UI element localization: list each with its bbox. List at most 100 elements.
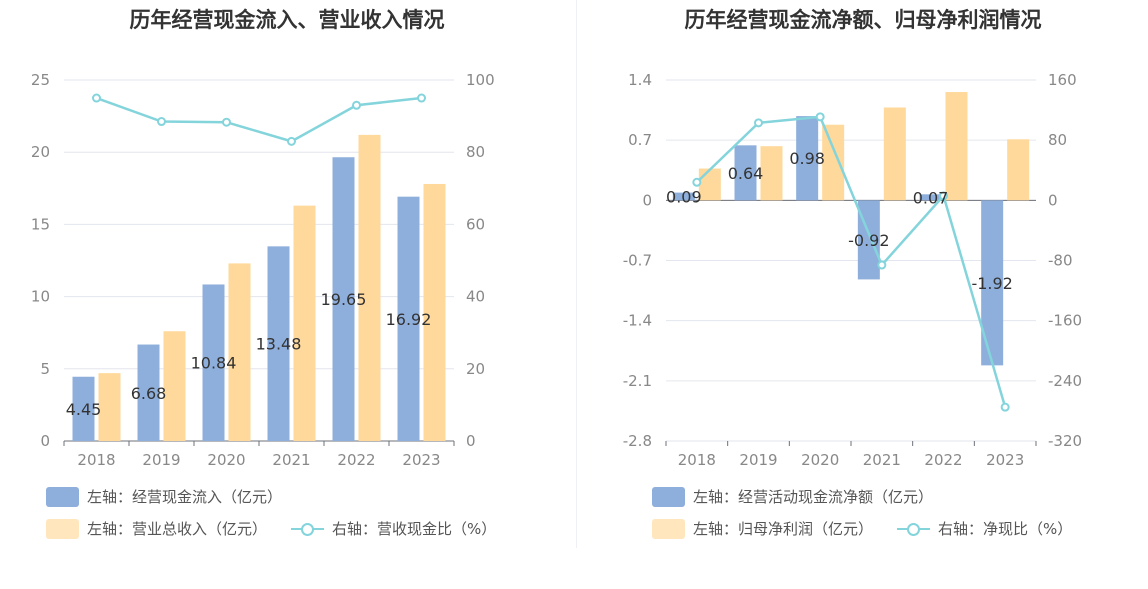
left-axis-tick-label: 1.4 [628, 71, 652, 89]
right-axis-tick-label: -320 [1048, 432, 1082, 450]
right-axis-tick-label: 20 [466, 360, 485, 378]
x-axis-tick-label: 2022 [337, 451, 375, 469]
bar-series-2 [1007, 139, 1030, 201]
legend-swatch-blue [652, 486, 685, 507]
line-series-point [692, 177, 702, 187]
legend-label: 右轴：营收现金比（%） [332, 520, 497, 538]
left-chart-plot: 0 5 10 15 20 25 0 20 40 60 80 100 2018 2019 2020 2021 20… [31, 71, 495, 469]
legend-line-icon [291, 519, 325, 539]
bar-series-2 [883, 107, 906, 201]
line-series-point [939, 191, 948, 201]
line-series-point [287, 136, 296, 146]
bar-series-1 [267, 246, 290, 441]
bar-data-label: 16.92 [386, 310, 432, 329]
bar-data-label: 19.65 [321, 290, 367, 309]
legend-item-net-profit[interactable]: 左轴：归母净利润（亿元） [652, 518, 873, 539]
line-series-point [815, 112, 825, 122]
line-series-point [417, 93, 426, 103]
bar-series-2 [698, 168, 721, 201]
right-chart-panel: 历年经营现金流净额、归母净利润情况 -2.8 -2.1 -1.4 -0.7 0 0.7 1.… [578, 0, 1148, 560]
legend-swatch-orange [46, 518, 79, 539]
bar-series-2 [945, 92, 968, 201]
right-axis-tick-label: -80 [1048, 252, 1073, 270]
left-axis-tick-label: 5 [40, 360, 50, 378]
left-axis-tick-label: 25 [31, 71, 50, 89]
line-series-point [157, 117, 166, 127]
bar-data-label: 0.09 [666, 187, 702, 206]
x-axis-tick-label: 2019 [142, 451, 180, 469]
legend-item-revenue[interactable]: 左轴：营业总收入（亿元） [46, 518, 267, 539]
right-axis-tick-label: 80 [466, 143, 485, 161]
right-chart-plot: -2.8 -2.1 -1.4 -0.7 0 0.7 1.4 -320 -240 -160 -80 0 8… [623, 71, 1082, 469]
line-series-point [1000, 402, 1010, 412]
left-axis-tick-label: 0.7 [628, 131, 652, 149]
right-legend-row-2: 左轴：归母净利润（亿元） 右轴：净现比（%） [652, 518, 1096, 539]
right-chart-title: 历年经营现金流净额、归母净利润情况 [684, 8, 1042, 32]
right-axis-tick-label: 40 [466, 288, 485, 306]
x-axis-tick-label: 2019 [739, 451, 777, 469]
right-axis-tick-label: 80 [1048, 131, 1067, 149]
x-axis-tick-label: 2020 [207, 451, 245, 469]
legend-line-icon [897, 519, 931, 539]
line-series-point [877, 260, 887, 270]
legend-swatch-blue [46, 486, 79, 507]
left-axis-tick-label: 0 [642, 191, 652, 209]
x-axis-tick-label: 2022 [924, 451, 962, 469]
bar-data-label: 10.84 [191, 354, 237, 373]
bar-series-1 [72, 376, 95, 441]
bar-series-2 [423, 183, 446, 441]
bar-series-1 [397, 196, 420, 441]
line-series-point [754, 118, 763, 128]
bar-data-label: 6.68 [131, 384, 167, 403]
x-axis-tick-label: 2021 [863, 451, 901, 469]
line-series-path [96, 96, 422, 143]
legend-label: 左轴：经营活动现金流净额（亿元） [693, 488, 934, 506]
legend-item-net-cash-flow[interactable]: 左轴：经营活动现金流净额（亿元） [652, 486, 933, 507]
x-axis-tick-label: 2018 [678, 451, 716, 469]
left-legend-row-2: 左轴：营业总收入（亿元） 右轴：营收现金比（%） [46, 518, 520, 539]
bar-data-label: -0.92 [848, 231, 889, 250]
line-series-point [222, 117, 231, 127]
legend-item-cash-ratio[interactable]: 右轴：营收现金比（%） [291, 518, 496, 539]
legend-label: 左轴：营业总收入（亿元） [87, 520, 268, 538]
bar-series-2 [358, 134, 381, 441]
bar-data-label: 13.48 [256, 335, 302, 354]
right-axis-tick-label: -240 [1048, 372, 1082, 390]
bar-series-1 [734, 145, 757, 201]
line-series-point [352, 100, 361, 110]
legend-item-net-cash-ratio[interactable]: 右轴：净现比（%） [897, 518, 1072, 539]
bar-series-1 [796, 116, 819, 201]
right-axis-tick-label: 100 [466, 71, 495, 89]
x-axis-tick-label: 2023 [402, 451, 440, 469]
bar-series-2 [822, 124, 845, 201]
right-axis-tick-label: 0 [1048, 191, 1058, 209]
legend-item-cash-inflow[interactable]: 左轴：经营现金流入（亿元） [46, 486, 282, 507]
bar-data-label: 0.98 [789, 149, 825, 168]
left-axis-tick-label: -0.7 [623, 252, 652, 270]
bar-series-2 [228, 263, 251, 441]
bar-series-2 [98, 373, 121, 441]
x-axis-tick-label: 2018 [77, 451, 115, 469]
left-axis-tick-label: -2.1 [623, 372, 652, 390]
legend-label: 左轴：归母净利润（亿元） [693, 520, 874, 538]
bar-data-label: -1.92 [971, 274, 1012, 293]
left-axis-tick-label: 0 [40, 432, 50, 450]
bar-data-label: 0.64 [728, 164, 764, 183]
x-axis-tick-label: 2023 [986, 451, 1024, 469]
line-series-path [695, 115, 1007, 408]
left-chart-panel: 历年经营现金流入、营业收入情况 0 5 10 15 20 25 0 20 40 60 80 100 20… [0, 0, 574, 560]
bar-series-1 [672, 192, 695, 201]
right-axis-tick-label: 60 [466, 215, 485, 233]
left-axis-tick-label: -2.8 [623, 432, 652, 450]
bar-series-2 [293, 205, 316, 441]
left-legend-row-1: 左轴：经营现金流入（亿元） [46, 486, 306, 507]
legend-swatch-orange [652, 518, 685, 539]
bar-series-2 [760, 146, 783, 201]
right-legend-row-1: 左轴：经营活动现金流净额（亿元） [652, 486, 957, 507]
x-axis-tick-label: 2020 [801, 451, 839, 469]
bar-data-label: 4.45 [66, 400, 102, 419]
right-axis-tick-label: -160 [1048, 312, 1082, 330]
bar-series-1 [332, 157, 355, 441]
legend-label: 右轴：净现比（%） [938, 520, 1073, 538]
left-axis-tick-label: -1.4 [623, 312, 652, 330]
